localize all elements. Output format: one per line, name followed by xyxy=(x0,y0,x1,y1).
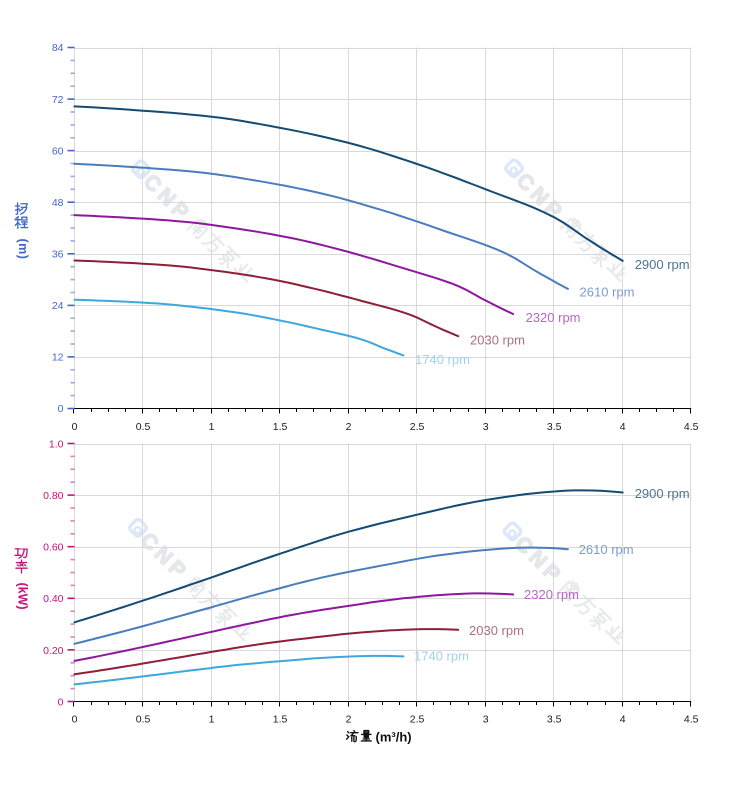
svg-text:72: 72 xyxy=(52,94,64,106)
svg-text:0: 0 xyxy=(72,714,78,726)
svg-text:2: 2 xyxy=(346,714,352,726)
svg-text:0.20: 0.20 xyxy=(43,645,64,657)
svg-text:2320 rpm: 2320 rpm xyxy=(526,310,581,325)
svg-text:24: 24 xyxy=(52,300,64,312)
svg-text:4.5: 4.5 xyxy=(684,714,699,726)
svg-text:1740 rpm: 1740 rpm xyxy=(415,352,470,367)
svg-text:(kW): (kW) xyxy=(16,583,30,610)
svg-text:2320 rpm: 2320 rpm xyxy=(524,587,579,602)
svg-text:2900 rpm: 2900 rpm xyxy=(635,257,690,272)
svg-text:2.5: 2.5 xyxy=(410,421,425,433)
svg-text:0: 0 xyxy=(58,696,64,708)
svg-text:3: 3 xyxy=(483,714,489,726)
svg-text:60: 60 xyxy=(52,145,64,157)
svg-text:0.5: 0.5 xyxy=(136,421,151,433)
svg-text:4: 4 xyxy=(620,421,626,433)
svg-text:1.5: 1.5 xyxy=(273,714,288,726)
svg-text:3.5: 3.5 xyxy=(547,421,562,433)
svg-text:12: 12 xyxy=(52,352,64,364)
svg-text:0: 0 xyxy=(58,403,64,415)
svg-text:4.5: 4.5 xyxy=(684,421,699,433)
svg-text:0.5: 0.5 xyxy=(136,714,151,726)
svg-text:48: 48 xyxy=(52,197,64,209)
svg-text:84: 84 xyxy=(52,42,64,54)
svg-text:0: 0 xyxy=(72,421,78,433)
svg-text:1.5: 1.5 xyxy=(273,421,288,433)
svg-text:1: 1 xyxy=(209,714,215,726)
svg-text:2030 rpm: 2030 rpm xyxy=(470,332,525,347)
svg-text:(m³/h): (m³/h) xyxy=(376,730,412,745)
svg-text:2.5: 2.5 xyxy=(410,714,425,726)
svg-text:0.40: 0.40 xyxy=(43,593,64,605)
svg-text:2900 rpm: 2900 rpm xyxy=(635,486,690,501)
svg-text:2030 rpm: 2030 rpm xyxy=(469,623,524,638)
svg-text:3: 3 xyxy=(483,421,489,433)
svg-text:4: 4 xyxy=(620,714,626,726)
svg-text:3.5: 3.5 xyxy=(547,714,562,726)
svg-text:0.80: 0.80 xyxy=(43,490,64,502)
svg-text:2610 rpm: 2610 rpm xyxy=(580,284,635,299)
svg-text:0.60: 0.60 xyxy=(43,542,64,554)
svg-text:1740 rpm: 1740 rpm xyxy=(414,648,469,663)
svg-text:2610 rpm: 2610 rpm xyxy=(579,542,634,557)
svg-text:1: 1 xyxy=(209,421,215,433)
svg-text:(m): (m) xyxy=(16,239,30,260)
svg-text:1.0: 1.0 xyxy=(49,438,64,450)
svg-text:36: 36 xyxy=(52,249,64,261)
svg-text:2: 2 xyxy=(346,421,352,433)
